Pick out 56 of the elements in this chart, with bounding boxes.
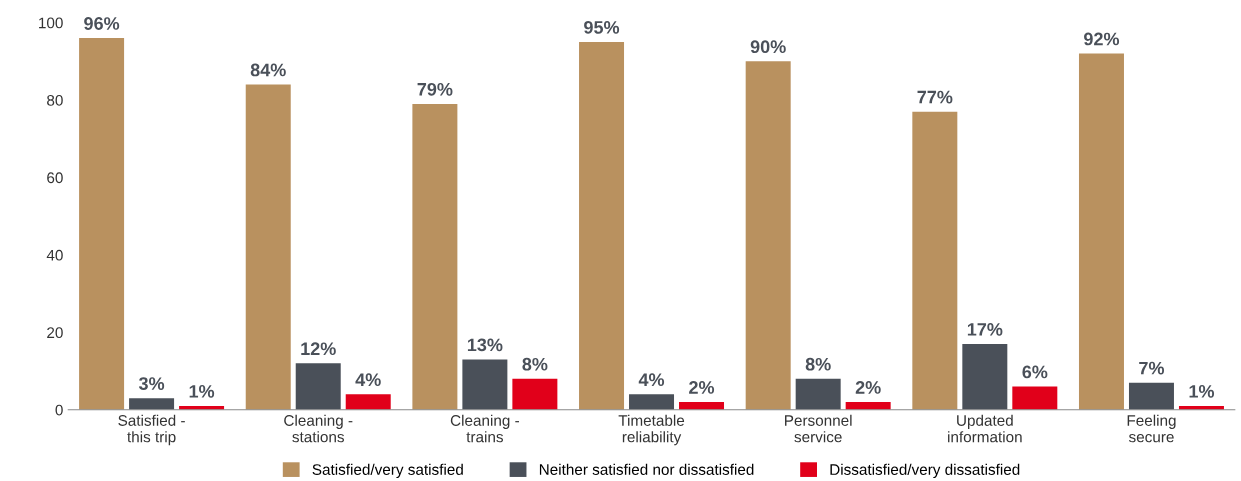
bar (845, 402, 891, 410)
data-label: 95% (584, 20, 620, 34)
data-label: 4% (638, 373, 665, 387)
bar (1078, 53, 1124, 410)
bar (79, 38, 125, 410)
data-label: 77% (917, 90, 953, 104)
y-tick-label: 100 (39, 17, 63, 29)
data-label: 90% (750, 40, 786, 54)
legend-label: Dissatisfied/very dissatisfied (830, 463, 1020, 478)
x-tick-label: Feeling secure (1127, 414, 1176, 443)
data-label: 92% (1084, 32, 1120, 46)
y-tick-label: 20 (47, 327, 63, 339)
data-label: 8% (522, 357, 548, 371)
bar (679, 402, 725, 410)
bar (345, 394, 391, 410)
bar (512, 378, 558, 410)
y-tick-label: 0 (55, 404, 63, 416)
bar (745, 61, 791, 410)
data-label: 1% (189, 384, 215, 398)
bar (412, 103, 458, 410)
data-label: 3% (138, 377, 165, 391)
y-tick-label: 80 (47, 94, 63, 106)
x-tick-label: Updated information (948, 414, 1022, 443)
bar (462, 359, 508, 410)
data-label: 79% (417, 82, 453, 96)
data-label: 8% (805, 357, 831, 371)
x-tick-label: Timetable reliability (618, 414, 685, 446)
y-tick-label: 40 (46, 249, 63, 261)
data-label: 17% (967, 323, 1003, 336)
bar (1012, 386, 1058, 410)
bar (579, 41, 625, 410)
bar (962, 343, 1008, 410)
legend-label: Neither satisfied nor dissatisfied (539, 463, 754, 475)
bar (1128, 382, 1174, 410)
bar (129, 398, 175, 410)
data-label: 13% (467, 338, 503, 352)
data-label: 6% (1022, 365, 1048, 379)
bar (295, 363, 341, 410)
bar (629, 394, 675, 410)
data-label: 2% (855, 381, 881, 394)
y-tick-label: 60 (47, 172, 63, 184)
data-label: 12% (301, 342, 336, 356)
x-tick-label: Personnel service (785, 414, 852, 443)
data-label: 4% (355, 373, 381, 387)
bar (245, 84, 291, 410)
data-label: 7% (1139, 361, 1165, 375)
bar (795, 378, 841, 410)
data-label: 2% (689, 381, 715, 394)
x-tick-label: Satisfied - this trip (118, 414, 185, 446)
data-label: 96% (84, 17, 120, 30)
bar (912, 111, 958, 410)
x-tick-label: Cleaning - trains (450, 414, 520, 443)
x-tick-label: Cleaning - stations (284, 414, 353, 443)
data-label: 84% (250, 63, 286, 77)
legend-label: Satisfied/very satisfied (312, 463, 463, 478)
data-label: 1% (1189, 384, 1215, 398)
